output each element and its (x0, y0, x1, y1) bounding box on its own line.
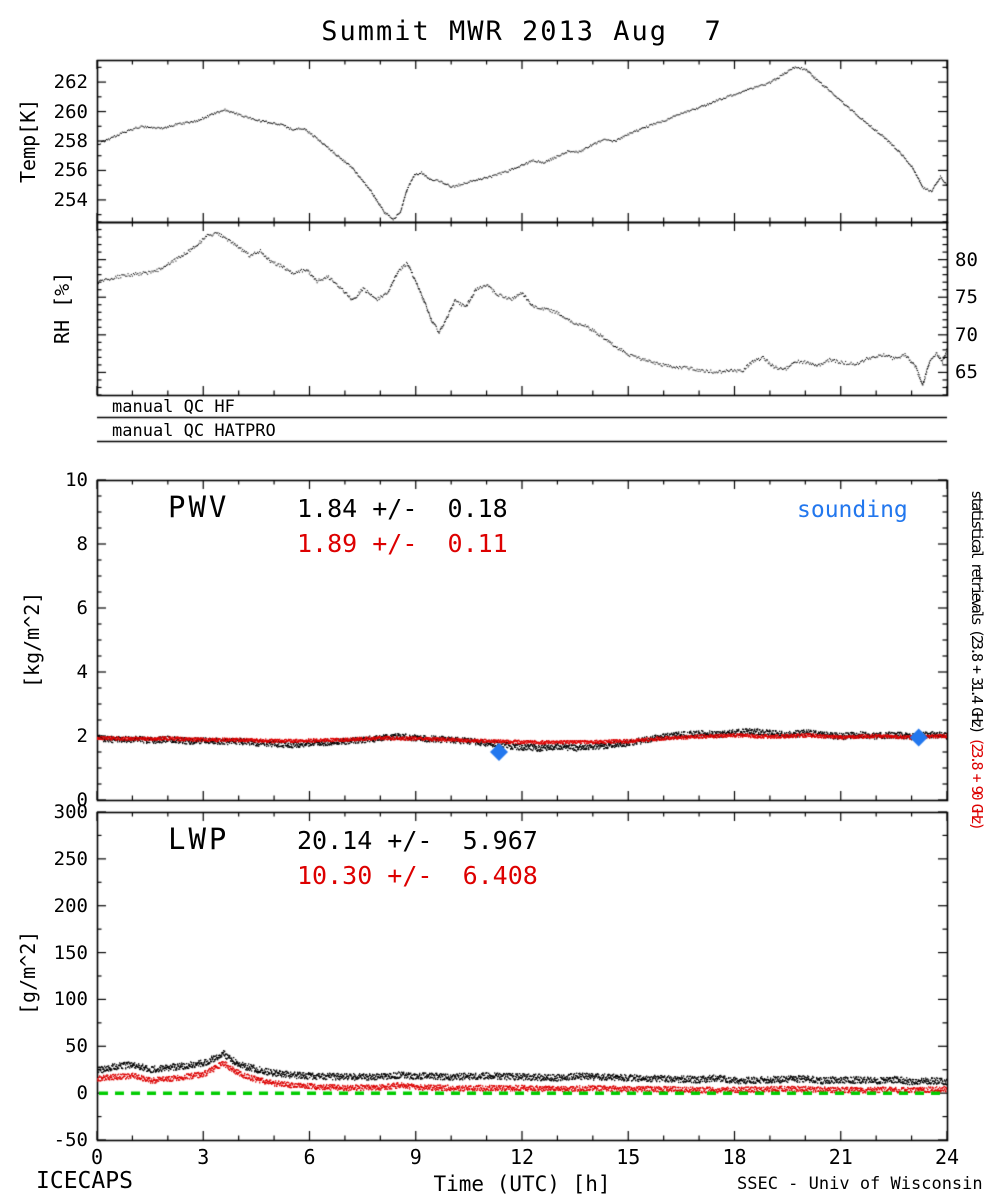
qc-row-hatpro-label: manual QC HATPRO (112, 421, 276, 441)
lwp-stat-red: 10.30 +/- 6.408 (297, 861, 538, 890)
temp-axis-label: Temp[K] (16, 98, 40, 184)
qc-row-hf-label: manual QC HF (112, 397, 235, 417)
pwv-axis-label: [kg/m^2] (20, 591, 44, 689)
stat-retrievals-red-text: (23.8 + 90 GHz) (968, 731, 986, 828)
pwv-panel-label: PWV (168, 490, 230, 524)
lwp-panel-label: LWP (168, 822, 230, 856)
lwp-stat-black: 20.14 +/- 5.967 (297, 826, 538, 855)
rh-axis-label: RH [%] (50, 271, 74, 345)
credit-label: SSEC - Univ of Wisconsin (737, 1174, 983, 1194)
pwv-stat-black: 1.84 +/- 0.18 (297, 494, 508, 523)
pwv-stat-red: 1.89 +/- 0.11 (297, 529, 508, 558)
x-axis-title: Time (UTC) [h] (433, 1172, 611, 1196)
right-margin-note: statistical retrievals (23.8 + 31.4 GHz)… (950, 466, 1000, 1186)
chart-title: Summit MWR 2013 Aug 7 (321, 16, 723, 47)
stat-retrievals-black-text: statistical retrievals (23.8 + 31.4 GHz) (968, 490, 986, 732)
sounding-legend-label: sounding (797, 497, 908, 523)
project-label: ICECAPS (36, 1168, 133, 1194)
lwp-axis-label: [g/m^2] (16, 930, 40, 1016)
